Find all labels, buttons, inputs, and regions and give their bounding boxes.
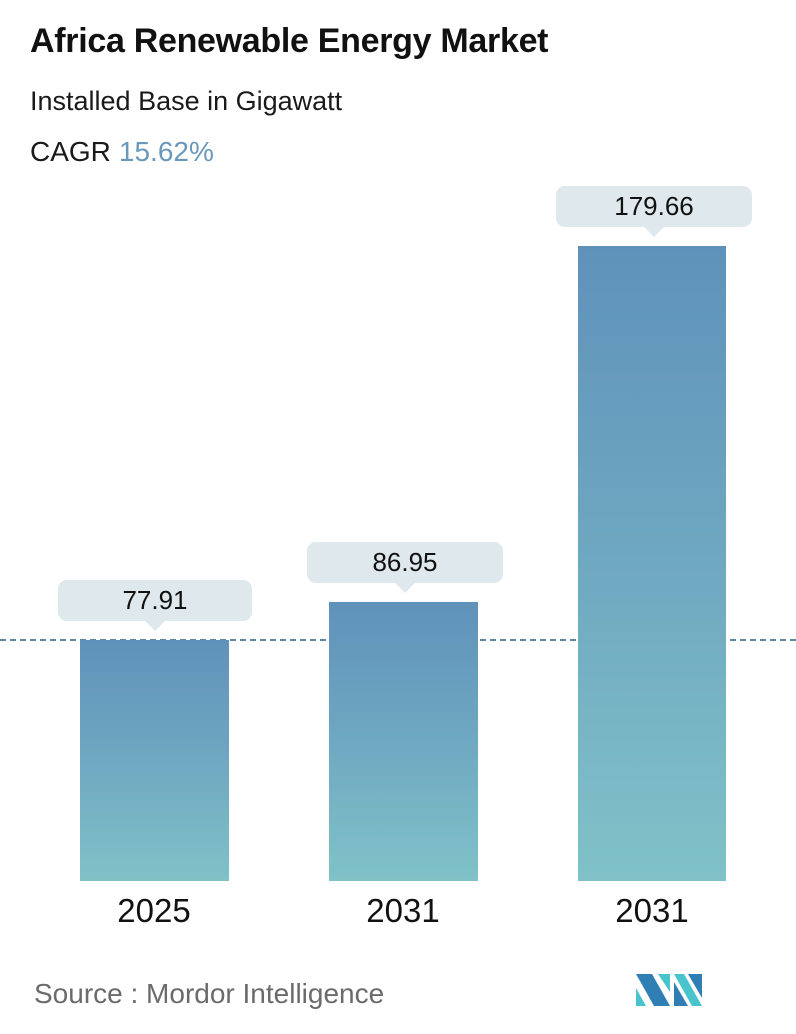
bar-2026 bbox=[329, 602, 478, 881]
value-label-2031: 179.66 bbox=[556, 186, 752, 237]
source-text: Source : Mordor Intelligence bbox=[34, 978, 385, 1009]
x-label-2025: 2025 bbox=[117, 892, 191, 929]
x-label-2026: 2031 bbox=[366, 892, 440, 929]
chart-subtitle: Installed Base in Gigawatt bbox=[30, 86, 343, 116]
bar-2031 bbox=[578, 246, 726, 881]
bar-2025 bbox=[80, 640, 229, 881]
value-label-2025: 77.91 bbox=[58, 580, 252, 631]
cagr-value: 15.62% bbox=[118, 136, 214, 167]
value-label-2026: 86.95 bbox=[307, 542, 503, 593]
chart-title: Africa Renewable Energy Market bbox=[30, 22, 549, 60]
mordor-intelligence-logo-icon bbox=[636, 972, 702, 1008]
x-label-2031: 2031 bbox=[615, 892, 689, 929]
cagr-label: CAGR bbox=[30, 136, 111, 167]
cagr-text: CAGR 15.62% bbox=[30, 136, 214, 168]
